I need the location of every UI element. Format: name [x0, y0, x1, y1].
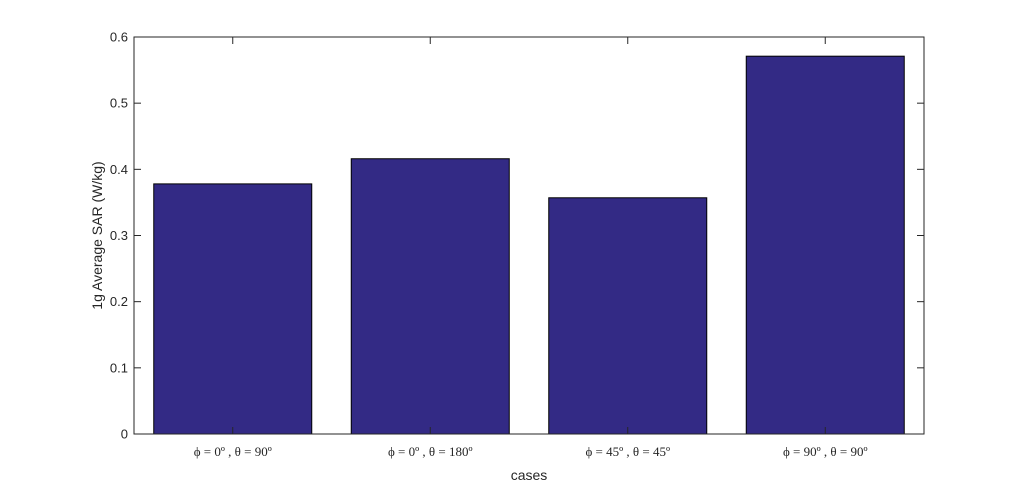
x-tick-label-3: ϕ = 45º , θ = 45º — [585, 444, 670, 459]
axis-ticks-group — [134, 36, 924, 435]
bar-3 — [548, 197, 708, 435]
x-tick-label-1: ϕ = 0º , θ = 90º — [194, 444, 272, 459]
y-axis-label: 1g Average SAR (W/kg) — [89, 161, 105, 309]
y-tick-label-0: 0 — [121, 427, 128, 442]
tick-labels-group: ϕ = 0º , θ = 90º ϕ = 0º , θ = 180º ϕ = 45º… — [110, 30, 868, 460]
bar-2 — [350, 158, 510, 435]
y-tick-label-6: 0.6 — [110, 30, 128, 45]
bars-group — [153, 55, 905, 435]
x-axis-label: cases — [511, 467, 548, 483]
y-tick-label-5: 0.5 — [110, 96, 128, 111]
y-tick-label-1: 0.1 — [110, 360, 128, 375]
y-tick-label-2: 0.2 — [110, 294, 128, 309]
y-tick-label-3: 0.3 — [110, 228, 128, 243]
x-tick-label-2: ϕ = 0º , θ = 180º — [388, 444, 473, 459]
y-tick-label-4: 0.4 — [110, 162, 128, 177]
bar-4 — [745, 55, 905, 435]
x-tick-label-4: ϕ = 90º , θ = 90º — [783, 444, 868, 459]
bar-1 — [153, 183, 313, 435]
